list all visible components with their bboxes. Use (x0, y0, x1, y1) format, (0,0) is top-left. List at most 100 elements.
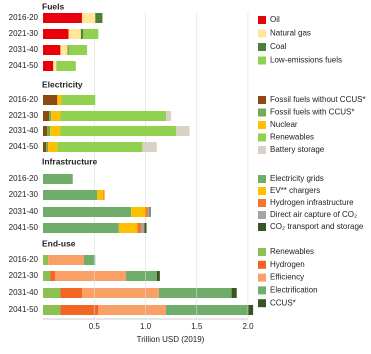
bar-segment (50, 271, 56, 281)
bar-segment (43, 142, 47, 152)
bar-segment (43, 288, 61, 298)
legend-swatch (258, 260, 266, 269)
x-axis-label: Trillion USD (2019) (137, 335, 205, 344)
bar-segment (131, 207, 146, 217)
bar-segment (142, 142, 157, 152)
bar-segment (43, 61, 54, 71)
legend-label: Renewables (270, 133, 314, 142)
bar-segment (43, 13, 82, 23)
legend-swatch (258, 146, 266, 154)
legend-swatch (258, 108, 266, 117)
bar-segment (48, 142, 58, 152)
bar-segment (43, 45, 61, 55)
legend-swatch (258, 133, 266, 142)
legend-swatch (258, 273, 266, 282)
bar-segment (43, 29, 69, 39)
legend-swatch (258, 96, 266, 104)
bar-segment (57, 142, 143, 152)
legend-label: CO₂ transport and storage (270, 222, 364, 231)
bar-segment (43, 174, 73, 184)
x-tick-label: 1.5 (191, 322, 203, 331)
bar-segment (43, 255, 49, 265)
legend-swatch (258, 16, 266, 24)
legend-swatch (258, 299, 266, 308)
bar-segment (46, 142, 49, 152)
legend-label: Nuclear (270, 120, 298, 129)
x-tick-label: 1.0 (140, 322, 152, 331)
legend-swatch (258, 248, 266, 256)
bar-segment (43, 126, 48, 136)
legend-label: Low-emissions fuels (270, 56, 342, 65)
bar-segment (176, 126, 190, 136)
y-tick-label: 2041-50 (9, 223, 39, 232)
bar-segment (55, 271, 127, 281)
y-tick-label: 2021-30 (9, 271, 39, 280)
bar-segment (50, 126, 61, 136)
bar-segment (61, 95, 96, 105)
panel-title: End-use (42, 238, 76, 248)
legend-label: EV** chargers (270, 186, 320, 195)
bar-segment (53, 61, 57, 71)
panel-title: Electricity (42, 79, 83, 89)
y-tick-label: 2031-40 (9, 288, 39, 297)
bar-segment (144, 223, 147, 233)
bar-segment (43, 190, 98, 200)
legend-swatch (258, 187, 266, 195)
y-tick-label: 2021-30 (9, 29, 39, 38)
y-tick-label: 2041-50 (9, 61, 39, 70)
bar-segment (43, 111, 50, 121)
legend-swatch (258, 56, 266, 65)
bar-segment (60, 111, 166, 121)
bar-segment (97, 190, 104, 200)
bar-segment (56, 61, 76, 71)
bar-segment (166, 305, 248, 315)
legend-label: Hydrogen infrastructure (270, 198, 354, 207)
panel-title: Infrastructure (42, 156, 98, 166)
legend-swatch (258, 121, 266, 129)
bar-segment (149, 207, 151, 217)
bar-segment (43, 95, 58, 105)
y-tick-label: 2031-40 (9, 45, 39, 54)
legend-label: Electrification (270, 286, 318, 295)
bar-segment (68, 45, 88, 55)
bar-segment (81, 13, 96, 23)
x-tick-label: 0.5 (89, 322, 101, 331)
bar-segment (248, 305, 254, 315)
bar-segment (95, 13, 103, 23)
bar-segment (81, 288, 159, 298)
legend-swatch (258, 211, 266, 219)
bar-segment (156, 271, 160, 281)
bar-segment (98, 305, 166, 315)
legend-swatch (258, 43, 266, 51)
y-tick-label: 2016-20 (9, 13, 39, 22)
panel-title: Fuels (42, 1, 64, 11)
bar-segment (43, 271, 51, 281)
bar-segment (67, 45, 69, 55)
bar-segment (60, 305, 99, 315)
bar-segment (68, 29, 81, 39)
y-tick-label: 2041-50 (9, 142, 39, 151)
bar-segment (82, 29, 99, 39)
legend-label: Renewables (270, 247, 314, 256)
y-tick-label: 2031-40 (9, 207, 39, 216)
bar-segment (137, 223, 142, 233)
legend-swatch (258, 286, 266, 295)
y-tick-label: 2016-20 (9, 174, 39, 183)
bar-segment (126, 271, 157, 281)
bar-segment (80, 29, 83, 39)
y-tick-label: 2021-30 (9, 111, 39, 120)
bar-segment (147, 207, 150, 217)
bar-segment (43, 207, 132, 217)
legend-label: Efficiency (270, 273, 304, 282)
legend-label: Hydrogen (270, 260, 305, 269)
bar-segment (118, 223, 138, 233)
bar-segment (60, 288, 82, 298)
y-tick-label: 2021-30 (9, 190, 39, 199)
bar-segment (60, 45, 68, 55)
bar-segment (166, 111, 172, 121)
y-tick-label: 2016-20 (9, 255, 39, 264)
bar-segment (49, 111, 52, 121)
bar-segment (84, 255, 96, 265)
